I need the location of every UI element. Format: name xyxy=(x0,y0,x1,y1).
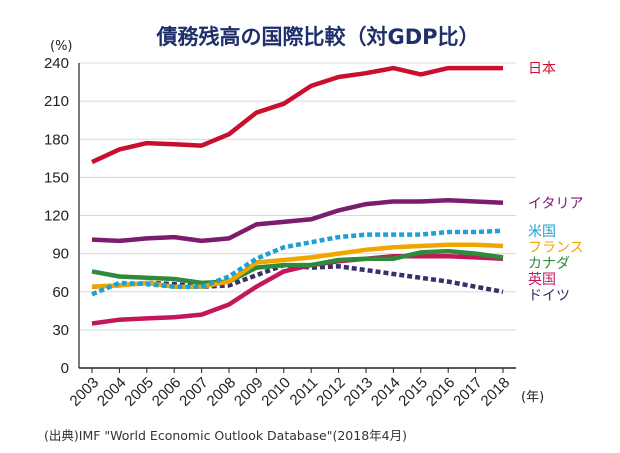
y-tick-label: 0 xyxy=(61,360,69,377)
y-tick-label: 180 xyxy=(44,131,69,148)
x-tick-label: 2012 xyxy=(313,374,349,410)
y-tick-labels: 0 30 60 90 120 150 180 210 240 xyxy=(44,55,69,377)
series-line-3 xyxy=(91,242,504,289)
legend-label: イタリア xyxy=(528,196,583,212)
legend-label: フランス xyxy=(528,240,584,256)
series-line-0 xyxy=(91,65,503,165)
x-tick-label: 2005 xyxy=(121,374,157,410)
x-tick-label: 2013 xyxy=(341,374,377,410)
gridlines xyxy=(79,62,516,331)
y-axis-unit: (%) xyxy=(50,39,73,54)
series-lines xyxy=(91,65,504,326)
y-tick-label: 90 xyxy=(52,246,69,263)
y-tick-label: 240 xyxy=(44,55,69,72)
x-tick-label: 2003 xyxy=(67,374,103,410)
y-tick-label: 210 xyxy=(44,93,69,110)
x-tick-label: 2017 xyxy=(450,374,486,410)
x-tick-label: 2004 xyxy=(94,374,130,410)
legend-label: 英国 xyxy=(528,271,556,288)
legend-label: ドイツ xyxy=(528,288,570,304)
legend-label: カナダ xyxy=(528,256,570,272)
chart-title: 債務残高の国際比較（対GDP比） xyxy=(155,25,479,49)
x-tick-label: 2018 xyxy=(478,374,514,410)
x-tick-label: 2014 xyxy=(368,374,404,410)
y-tick-label: 120 xyxy=(44,208,69,225)
x-tick-label: 2016 xyxy=(423,374,459,410)
x-tick-label: 2011 xyxy=(287,374,322,409)
x-tick-label: 2009 xyxy=(231,374,267,410)
series-line-4 xyxy=(91,248,504,286)
x-tick-label: 2015 xyxy=(395,374,431,410)
series-line-5 xyxy=(91,253,504,326)
legend-label: 米国 xyxy=(528,224,556,240)
x-tick-labels: 2003200420052006200720082009201020112012… xyxy=(67,368,514,410)
y-tick-label: 60 xyxy=(52,284,69,301)
source-note: (出典)IMF "World Economic Outlook Database… xyxy=(44,428,407,443)
series-line-1 xyxy=(91,198,504,244)
x-axis-unit: (年) xyxy=(521,390,544,405)
legend-label: 日本 xyxy=(528,61,556,77)
x-tick-label: 2006 xyxy=(149,374,185,410)
x-tick-label: 2008 xyxy=(204,374,240,410)
x-tick-label: 2010 xyxy=(258,374,294,410)
y-tick-label: 150 xyxy=(44,169,69,186)
series-line-2 xyxy=(91,228,504,297)
x-tick-label: 2007 xyxy=(176,374,212,410)
y-tick-label: 30 xyxy=(52,322,69,339)
